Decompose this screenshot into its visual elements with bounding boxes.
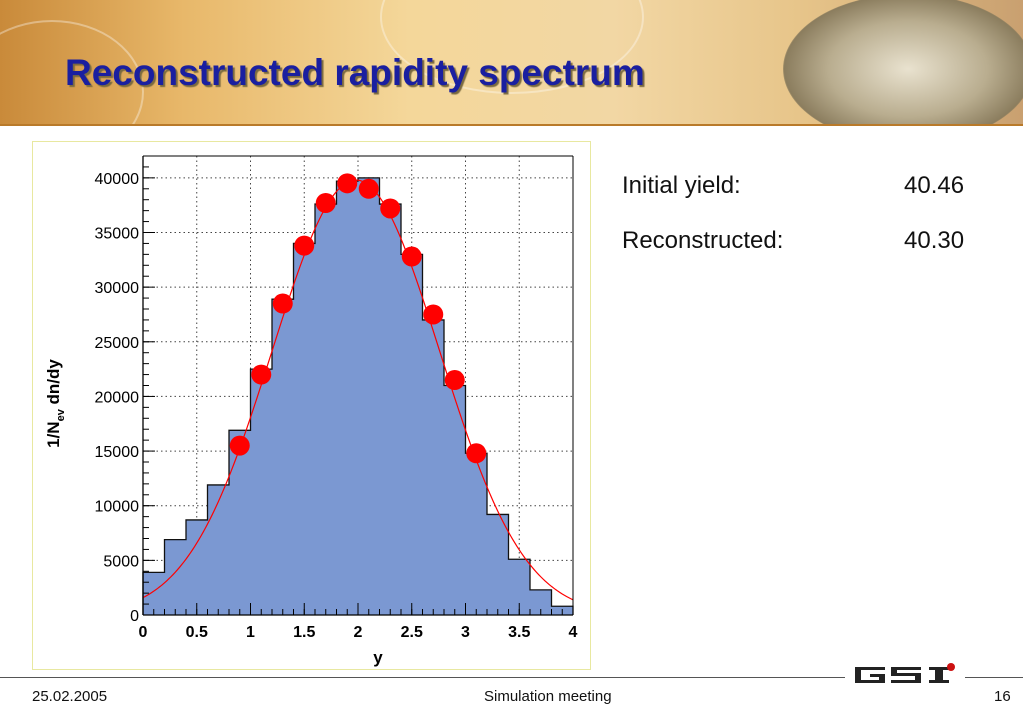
data-point [315,192,336,213]
data-point [444,370,465,391]
info-label: Reconstructed: [622,227,784,254]
histogram-bar [186,519,208,615]
header-banner [0,0,1023,126]
histogram-bar [272,299,294,615]
histogram-bar [164,539,186,615]
histogram-bar [379,204,401,616]
histogram-bar [401,254,423,615]
histogram-bar [358,177,380,615]
info-row-reconstructed: Reconstructed: 40.30 [622,227,964,255]
data-point [272,293,293,314]
y-tick-label: 5000 [103,553,139,570]
y-tick-label: 10000 [95,499,140,516]
histogram-bar [336,181,358,615]
x-axis-label: y [373,648,383,667]
histogram-bar [315,204,337,616]
x-tick-label: 4 [569,624,578,641]
histogram-bar [207,484,229,615]
rapidity-chart: 0 0.5 1 1.5 2 2.5 3 3.5 4 0 5000 10000 15000 20000 250… [44,155,578,667]
x-tick-label: 3.5 [508,624,530,641]
histogram-bar [293,243,315,615]
x-tick-label: 3 [461,624,470,641]
x-tick-label: 1.5 [293,624,315,641]
y-tick-label: 35000 [95,226,140,243]
chart-frame: 0 0.5 1 1.5 2 2.5 3 3.5 4 0 5000 10000 15000 20000 250… [32,141,591,670]
footer-meeting: Simulation meeting [484,688,612,705]
histogram-bar [143,572,165,615]
fit-curve [142,179,574,601]
data-point [466,443,487,464]
data-point [401,246,422,267]
x-tick-label: 0 [139,624,148,641]
x-tick-label: 2 [354,624,363,641]
x-tick-label: 2.5 [401,624,423,641]
x-tick-label: 1 [246,624,255,641]
info-row-initial-yield: Initial yield: 40.46 [622,172,964,200]
y-tick-label: 40000 [95,171,140,188]
x-tick-label: 0.5 [186,624,208,641]
y-tick-label: 15000 [95,444,140,461]
gsi-logo [855,663,955,683]
data-point [251,364,272,385]
histogram-bar [487,514,509,615]
histogram-bar [530,589,552,615]
y-axis-label: 1/Nev dn/dy [44,359,67,448]
histogram-bar [229,430,251,615]
banner-detector-image [783,0,1023,124]
y-tick-label: 0 [130,608,139,625]
slide-title: Reconstructed rapidity spectrum [65,52,645,93]
data-point [294,235,315,256]
footer-divider [965,677,1023,678]
page-number: 16 [994,688,1011,705]
data-point [229,435,250,456]
footer-date: 25.02.2005 [32,688,108,705]
y-tick-label: 25000 [95,335,140,352]
y-tick-label: 30000 [95,280,140,297]
data-point [380,198,401,219]
y-tick-label: 20000 [95,389,140,406]
info-value: 40.30 [904,227,965,254]
footer-divider [0,677,845,678]
data-point [358,178,379,199]
data-point [423,304,444,325]
histogram-bar [508,559,530,615]
histogram-bar [422,319,444,615]
histogram-bar [465,453,487,615]
data-point [337,173,358,194]
info-value: 40.46 [904,172,965,199]
histogram-outline [142,177,574,615]
histogram-bar [250,369,272,615]
info-label: Initial yield: [622,172,741,199]
histogram-bar [444,385,466,615]
